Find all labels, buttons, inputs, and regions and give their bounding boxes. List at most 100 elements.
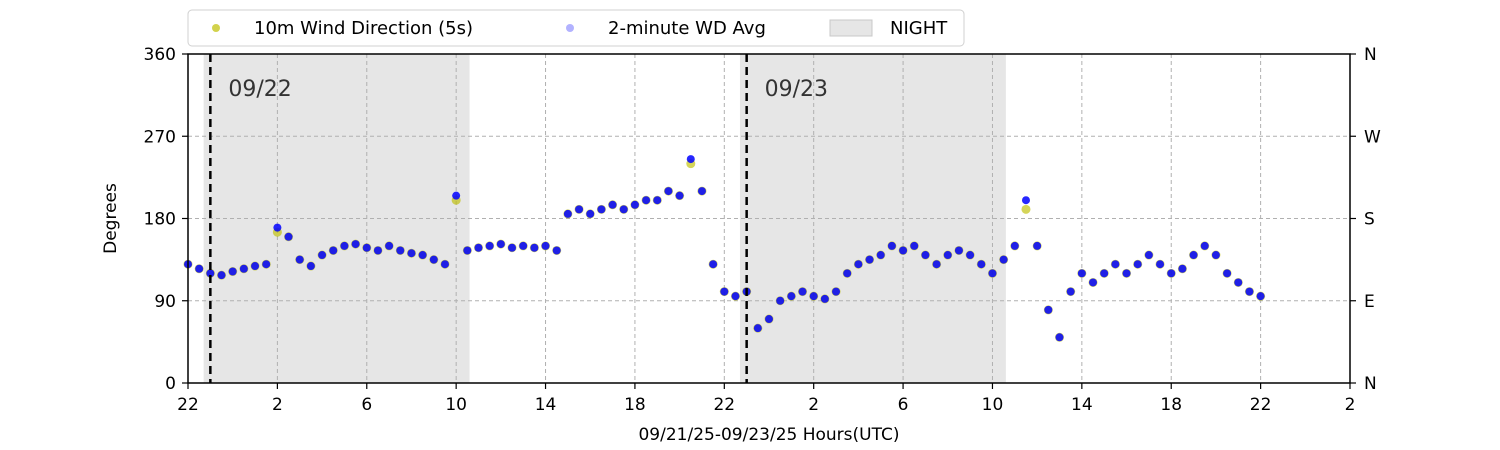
data-point (776, 296, 785, 305)
data-point (709, 260, 718, 269)
data-point (1066, 287, 1075, 296)
data-point (1133, 260, 1142, 269)
data-point (340, 241, 349, 250)
data-point (563, 209, 572, 218)
data-point (854, 260, 863, 269)
day-marker-label: 09/22 (228, 77, 291, 102)
data-point (1256, 292, 1265, 301)
data-point (1178, 264, 1187, 273)
data-point (1100, 269, 1109, 278)
x-tick-label: 2 (1345, 395, 1356, 415)
data-point (697, 187, 706, 196)
data-point (664, 187, 673, 196)
data-point (440, 260, 449, 269)
data-point (1144, 251, 1153, 260)
data-point (1111, 260, 1120, 269)
data-point (899, 246, 908, 255)
data-point (1033, 241, 1042, 250)
data-point (485, 241, 494, 250)
data-point (820, 294, 829, 303)
legend: 10m Wind Direction (5s) 2-minute WD Avg NI… (187, 9, 965, 47)
data-point (217, 271, 226, 280)
data-point (765, 315, 773, 324)
data-point (630, 200, 639, 209)
data-point (396, 246, 405, 255)
x-axis-title: 09/21/25-09/23/25 Hours(UTC) (638, 425, 899, 445)
data-point (653, 196, 662, 205)
data-point (787, 292, 796, 301)
y2-tick-label: S (1364, 210, 1375, 230)
data-point (966, 251, 975, 260)
data-point (385, 241, 394, 250)
data-point (228, 267, 237, 276)
y2-tick-label: E (1364, 292, 1375, 312)
data-point (474, 243, 483, 252)
data-point (373, 246, 382, 255)
legend-marker (566, 24, 574, 32)
y-tick-label: 0 (165, 374, 176, 394)
data-point (720, 287, 729, 296)
data-point (999, 255, 1008, 264)
y2-tick-label: W (1364, 127, 1381, 147)
data-point (1223, 269, 1232, 278)
data-point (686, 155, 695, 164)
data-point (1055, 333, 1064, 342)
data-point (843, 269, 852, 278)
data-point (1010, 241, 1019, 250)
data-point (251, 262, 260, 271)
data-point (306, 262, 315, 271)
x-tick-label: 22 (177, 395, 199, 415)
data-point (753, 324, 762, 333)
data-point (1234, 278, 1243, 287)
y2-tick-label: N (1364, 374, 1377, 394)
data-point (887, 241, 896, 250)
y-tick-label: 270 (144, 127, 176, 147)
data-point (1044, 305, 1053, 314)
data-point (932, 260, 941, 269)
day-marker-label: 09/23 (765, 77, 828, 102)
x-tick-label: 2 (272, 395, 283, 415)
data-point (832, 287, 841, 296)
data-point (362, 243, 371, 252)
data-point (429, 255, 438, 264)
data-point (1077, 269, 1086, 278)
day-markers: 09/22 09/23 (209, 54, 828, 383)
data-point (954, 246, 963, 255)
data-point (206, 269, 215, 278)
data-point (1156, 260, 1165, 269)
data-point (463, 246, 472, 255)
data-point (1245, 287, 1254, 296)
data-point (809, 292, 818, 301)
data-point (731, 292, 740, 301)
legend-label: 2-minute WD Avg (608, 18, 766, 39)
x-tick-label: 6 (361, 395, 372, 415)
data-point (586, 209, 595, 218)
y-tick-label: 90 (154, 292, 176, 312)
y-tick-label: 360 (144, 45, 176, 65)
data-point (508, 243, 517, 252)
data-point (530, 243, 539, 252)
x-tick-label: 6 (898, 395, 909, 415)
x-tick-label: 22 (1250, 395, 1272, 415)
y-axis-title: Degrees (101, 183, 121, 254)
data-point (1189, 251, 1198, 260)
data-point (351, 240, 360, 249)
data-point (239, 264, 248, 273)
legend-label: 10m Wind Direction (5s) (254, 18, 473, 39)
data-point (921, 251, 930, 260)
data-point (295, 255, 304, 264)
legend-marker (212, 24, 220, 32)
data-point (318, 251, 327, 260)
data-point (1021, 196, 1030, 205)
x-tick-label: 14 (1071, 395, 1093, 415)
data-point (195, 264, 204, 273)
data-point (273, 223, 282, 232)
data-point (575, 205, 584, 214)
x-tick-label: 22 (713, 395, 735, 415)
data-point (496, 240, 505, 249)
data-point (1200, 241, 1209, 250)
legend-box (187, 9, 965, 47)
data-point (608, 200, 617, 209)
